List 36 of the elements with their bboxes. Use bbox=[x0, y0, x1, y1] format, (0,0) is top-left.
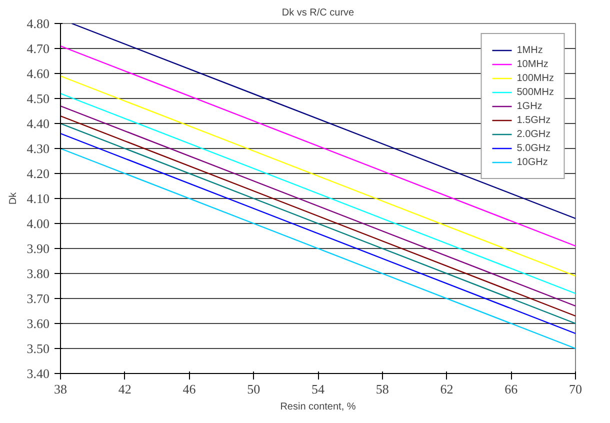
y-tick-label: 3.70 bbox=[26, 291, 50, 306]
y-tick-label: 4.40 bbox=[26, 116, 50, 131]
y-tick-label: 3.50 bbox=[26, 341, 50, 356]
legend-label: 1MHz bbox=[516, 44, 543, 56]
x-tick-label: 46 bbox=[182, 382, 196, 396]
chart-title: Dk vs R/C curve bbox=[282, 8, 355, 18]
y-tick-label: 3.40 bbox=[26, 366, 50, 381]
y-tick-label: 4.30 bbox=[26, 141, 50, 156]
legend-label: 10GHz bbox=[516, 156, 548, 168]
y-tick-label: 4.50 bbox=[26, 91, 50, 106]
legend-label: 1GHz bbox=[516, 100, 542, 112]
x-tick-label: 58 bbox=[376, 382, 389, 396]
y-tick-label: 4.10 bbox=[26, 191, 50, 206]
legend-label: 5.0GHz bbox=[516, 142, 551, 154]
x-tick-label: 62 bbox=[440, 382, 454, 396]
y-tick-label: 4.70 bbox=[26, 41, 50, 56]
x-tick-label: 42 bbox=[118, 382, 132, 396]
x-tick-label: 54 bbox=[312, 382, 325, 396]
x-tick-label: 70 bbox=[569, 382, 582, 396]
x-axis-title: Resin content, % bbox=[280, 402, 356, 412]
y-tick-label: 3.90 bbox=[26, 241, 50, 256]
y-tick-label: 4.80 bbox=[26, 16, 50, 31]
legend-label: 100MHz bbox=[516, 72, 554, 84]
legend-label: 10MHz bbox=[516, 58, 548, 70]
y-tick-label: 4.20 bbox=[26, 166, 50, 181]
legend-label: 1.5GHz bbox=[516, 114, 551, 126]
y-axis-title: Dk bbox=[8, 191, 19, 205]
legend-label: 500MHz bbox=[516, 86, 554, 98]
y-tick-label: 3.60 bbox=[26, 316, 50, 331]
x-tick-label: 50 bbox=[247, 382, 260, 396]
y-tick-label: 4.00 bbox=[26, 216, 50, 231]
x-tick-label: 66 bbox=[504, 382, 518, 396]
y-tick-label: 4.60 bbox=[26, 66, 50, 81]
y-tick-label: 3.80 bbox=[26, 266, 50, 281]
x-tick-label: 38 bbox=[54, 382, 67, 396]
legend-label: 2.0GHz bbox=[516, 128, 551, 140]
